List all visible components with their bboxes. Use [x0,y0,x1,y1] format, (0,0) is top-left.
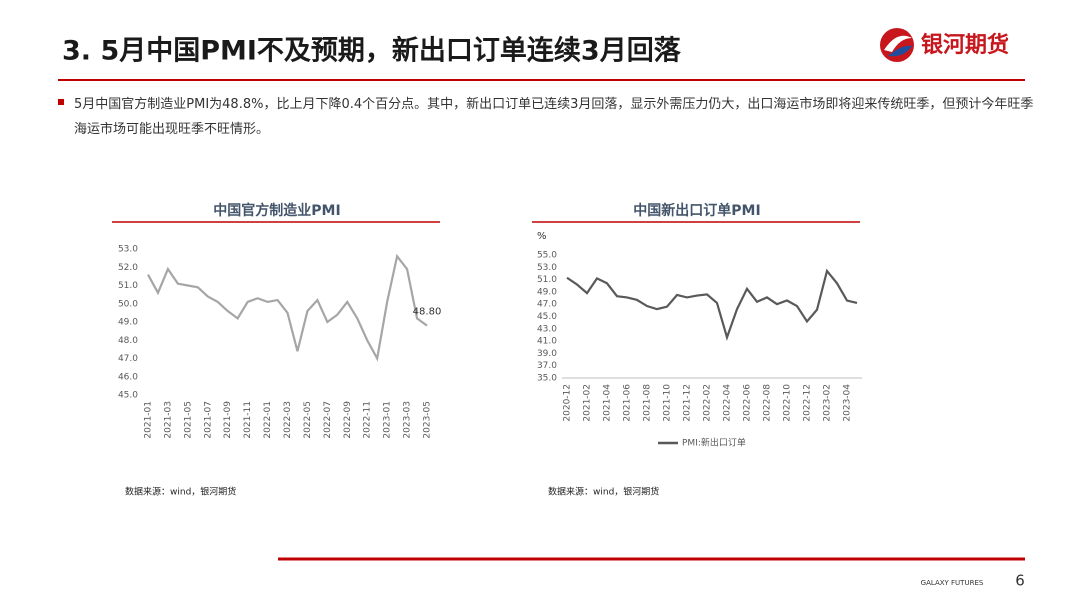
y-tick-label: 55.0 [537,251,557,261]
x-tick-label: 2022-02 [703,384,713,422]
slide-title: 3. 5月中国PMI不及预期，新出口订单连续3月回落 [62,35,682,67]
x-tick-label: 2021-06 [623,384,633,422]
y-tick-label: 47.0 [118,354,138,364]
x-tick-label: 2021-07 [203,401,213,439]
x-tick-label: 2022-06 [743,384,753,422]
data-line [147,253,428,362]
y-tick-label: 49.0 [118,318,138,328]
logo-swirl [888,45,912,57]
x-tick-label: 2021-10 [663,384,673,422]
logo-swirl [884,35,912,52]
x-tick-label: 2021-09 [223,401,233,439]
source-note: 数据来源：wind，银河期货 [548,486,659,498]
x-tick-label: 2020-12 [563,384,573,422]
bullet-mark [58,99,64,105]
logo: 银河期货 [880,28,1009,62]
x-tick-label: 2022-07 [323,401,333,439]
y-tick-label: 47.0 [537,300,557,310]
y-tick-label: 53.0 [118,245,138,255]
x-tick-label: 2022-10 [783,384,793,422]
x-tick-label: 2022-01 [263,401,273,439]
x-tick-label: 2023-04 [843,384,853,422]
y-tick-label: 51.0 [118,281,138,291]
y-tick-label: 52.0 [118,263,138,273]
x-tick-label: 2022-11 [363,401,373,439]
y-tick-label: 48.0 [118,336,138,346]
x-tick-label: 2021-04 [603,384,613,422]
chart-title: 中国官方制造业PMI [213,202,340,219]
x-tick-label: 2021-12 [683,384,693,422]
y-tick-label: 35.0 [537,374,557,384]
x-tick-label: 2022-05 [303,401,313,439]
y-tick-label: 46.0 [118,372,138,382]
y-tick-label: 45.0 [537,312,557,322]
y-tick-label: 51.0 [537,275,557,285]
x-tick-label: 2021-02 [583,384,593,422]
y-tick-label: 37.0 [537,361,557,371]
legend-label: PMI:新出口订单 [682,437,746,449]
x-tick-label: 2023-05 [423,401,433,439]
x-tick-label: 2021-11 [243,401,253,439]
y-tick-label: 49.0 [537,287,557,297]
x-tick-label: 2023-03 [403,401,413,439]
y-tick-label: 39.0 [537,349,557,359]
footer-brand: GALAXY FUTURES [921,579,984,587]
x-tick-label: 2023-02 [823,384,833,422]
x-tick-label: 2021-05 [183,401,193,439]
x-tick-label: 2022-09 [343,401,353,439]
x-tick-label: 2022-12 [803,384,813,422]
x-tick-label: 2022-03 [283,401,293,439]
chart-title: 中国新出口订单PMI [633,202,760,219]
logo-text: 银河期货 [921,32,1009,58]
source-note: 数据来源：wind，银河期货 [125,486,236,498]
x-tick-label: 2022-08 [763,384,773,422]
bullet-box: 5月中国官方制造业PMI为48.8%，比上月下降0.4个百分点。其中，新出口订单… [74,97,1034,137]
data-label: 48.80 [413,307,442,318]
y-tick-label: 50.0 [118,299,138,309]
page-number: 6 [1015,572,1025,590]
x-tick-label: 2021-03 [163,401,173,439]
data-line [566,268,858,342]
x-tick-label: 2021-08 [643,384,653,422]
y-tick-label: 41.0 [537,337,557,347]
x-tick-label: 2021-01 [144,401,154,439]
y-tick-label: 45.0 [118,391,138,401]
y-tick-label: 53.0 [537,263,557,273]
y-tick-label: 43.0 [537,324,557,334]
x-tick-label: 2022-04 [723,384,733,422]
bullet-text: 5月中国官方制造业PMI为48.8%，比上月下降0.4个百分点。其中，新出口订单… [74,97,1034,137]
y-axis-label: % [537,231,547,242]
x-tick-label: 2023-01 [383,401,393,439]
